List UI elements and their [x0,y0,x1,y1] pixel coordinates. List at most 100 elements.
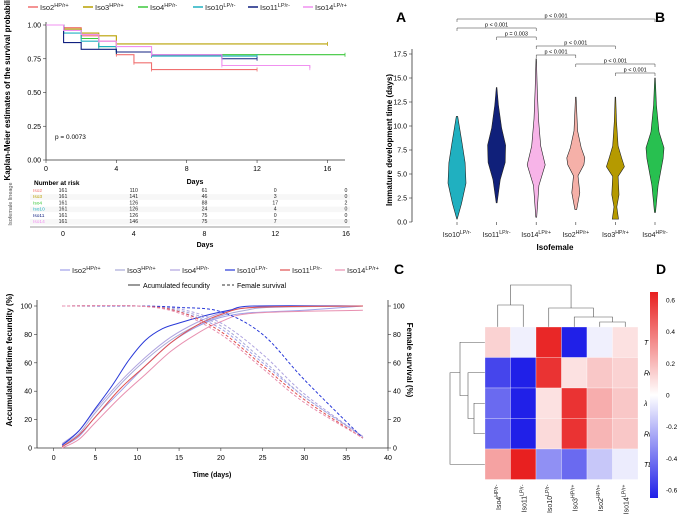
c-legend-label-iso4: Iso4HP/r- [182,266,209,275]
panel-label-b: B [655,9,665,25]
fecundity-line-iso10 [61,305,363,446]
panel-c: Iso2HP/r+ Iso3HP/r+ Iso4HP/r- Iso10LP/r- Iso… [5,266,414,479]
panel-b-category-iso2: Iso2HP/r+ [562,230,589,239]
panel-a-xtick-label: 12 [253,166,261,173]
heatmap-col-label-iso11: Iso11LP/r- [519,484,528,512]
panel-a-ylabel: Kaplan-Meier estimates of the survival p… [3,0,12,180]
risk-cell: 75 [202,219,208,225]
comparison-label: p < 0.001 [564,41,587,47]
heatmap-col-label-iso14-sup: LP/r+ [621,485,627,498]
heatmap-cell [535,326,562,358]
panel-c-ytick-label: 40 [24,389,32,396]
panel-b-ytick-label: 15.0 [393,76,407,83]
heatmap-cell [535,387,562,419]
legend-label-iso4-base: Iso4 [150,3,164,12]
c-legend-survival: Female survival [237,283,286,290]
heatmap-cell [586,326,613,358]
colorbar [650,292,658,498]
panel-b-category-iso10-base: Iso10 [443,232,460,239]
panel-d-colorbar: 0.6 0.4 0.2 0 -0.2 -0.4 -0.6 [650,292,678,498]
heatmap-col-label-iso10-base: Iso10 [547,496,554,513]
comparison-label: p < 0.001 [485,23,508,29]
colorbar-tick-label: 0.6 [666,298,675,305]
comparison-bracket [456,18,656,22]
risk-row-bg [30,206,350,213]
panel-c-xtick-label: 40 [384,455,392,462]
risk-cell: 161 [59,213,68,219]
c-legend-label-iso2-sup: HP/r+ [86,266,101,272]
panel-c-ylabel: Accumulated lifetime fecundity (%) [5,293,14,426]
heatmap-row-label: TD [644,462,653,469]
col-dendro-branch [497,304,524,327]
comparison-label: p < 0.001 [604,59,627,65]
risk-row-label-iso4: Iso4 [33,200,42,206]
heatmap-cell [612,387,639,419]
heatmap-cell [586,387,613,419]
legend-label-iso11: Iso11LP/r- [260,3,290,12]
panel-b-ytick-label: 7.5 [397,148,407,155]
risk-cell: 75 [202,213,208,219]
heatmap-cell [586,448,613,480]
heatmap-cell [484,418,511,450]
risk-cell: 0 [345,194,348,200]
panel-d-labels: TRoλRmTDIso4HP/r-Iso11LP/r-Iso10LP/r-Iso… [494,340,655,515]
fecundity-line-iso2 [61,305,363,448]
survival-line-iso14 [62,304,364,439]
panel-c-xtick-label: 25 [259,455,267,462]
col-dendro-branch [548,307,594,327]
heatmap-col-label-iso2-base: Iso2 [598,498,605,511]
panel-b-ytick-label: 5.0 [397,172,407,179]
violin-iso3 [606,96,625,220]
legend-label-iso14: Iso14LP/r+ [315,3,347,12]
panel-c-xtick-label: 30 [301,455,309,462]
heatmap-cell [484,357,511,389]
panel-b-ytick-label: 17.5 [393,52,407,59]
heatmap-cell [510,418,537,450]
panel-b-ytick-label: 0.0 [397,220,407,227]
panel-b-category-iso2-sup: HP/r+ [576,230,590,236]
comparison-label: p < 0.001 [544,14,567,20]
risk-xtick-label: 12 [271,231,279,238]
colorbar-tick-label: 0.2 [666,361,675,368]
legend-label-iso4: Iso4HP/r- [150,3,177,12]
risk-cell: 0 [345,207,348,213]
panel-c-ytick-label: 0 [28,446,32,453]
risk-cell: 7 [274,219,277,225]
risk-cell: 0 [345,219,348,225]
panel-c-ytick-label: 60 [24,360,32,367]
col-dendro-branch [510,284,572,308]
panel-a-lines [46,24,346,72]
risk-row-bg [30,194,350,200]
risk-table-axis-title: Isofemale lineage [8,182,14,225]
risk-cell: 126 [129,207,138,213]
heatmap-cell [484,387,511,419]
risk-cell: 46 [202,194,208,200]
panel-c-xtick-label: 5 [94,455,98,462]
fecundity-line-iso11 [61,305,363,448]
panel-d-dendrograms [449,284,626,465]
violin-iso14 [526,58,546,218]
heatmap-cell [612,448,639,480]
panel-a-pvalue: p = 0.0073 [55,134,86,141]
fecundity-line-iso4 [61,305,363,445]
heatmap-cell [535,357,562,389]
risk-row-label-iso3: Iso3 [33,194,42,200]
col-dendro-branch [599,321,626,327]
row-dendro-branch [449,372,485,465]
heatmap-cell [510,387,537,419]
heatmap-col-label-iso4: Iso4HP/r- [494,484,503,510]
colorbar-tick-label: -0.6 [666,488,678,495]
legend-label-iso11-base: Iso11 [260,3,278,12]
risk-cell: 88 [202,200,208,206]
panel-label-c: C [394,261,404,277]
panel-b-comparisons: p < 0.001 p < 0.001 p = 0.003 p < 0.001 p < … [456,14,656,76]
panel-b-ytick-label: 2.5 [397,196,407,203]
risk-cell: 161 [59,219,68,225]
comparison-label: p < 0.001 [624,68,647,74]
c-legend-fecundity: Acumulated fecundity [143,283,210,290]
c-legend-label-iso11-base: Iso11 [292,266,310,275]
panel-a-ytick-label: 0.00 [27,158,41,165]
panel-c-xtick-label: 0 [52,455,56,462]
legend-label-iso10-sup: LP/r- [223,3,235,9]
